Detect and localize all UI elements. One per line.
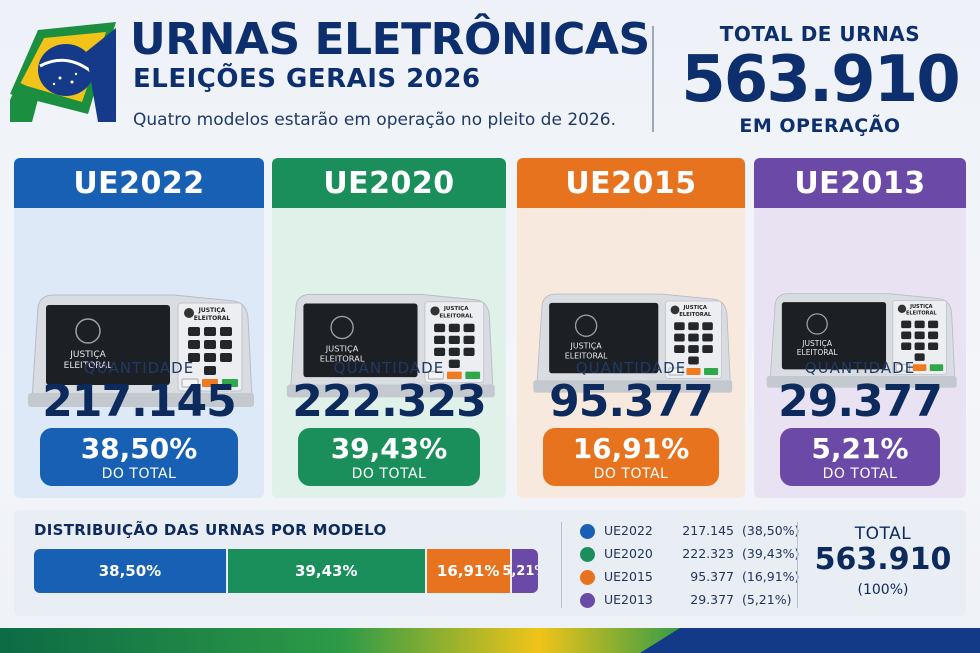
percentage-value: 16,91% bbox=[572, 432, 690, 465]
legend-divider-right bbox=[797, 522, 798, 608]
page-tagline: Quatro modelos estarão em operação no pl… bbox=[133, 110, 616, 130]
quantity-value: 95.377 bbox=[549, 376, 714, 427]
legend-dot bbox=[580, 593, 595, 608]
panel-text-justica: JUSTIÇA bbox=[909, 304, 933, 310]
header: URNAS ELETRÔNICAS ELEIÇÕES GERAIS 2026 Q… bbox=[0, 0, 980, 148]
screen-text-justica: JUSTIÇA bbox=[325, 343, 359, 353]
legend-dot bbox=[580, 570, 595, 585]
total-urnas-label: TOTAL DE URNAS bbox=[719, 22, 921, 46]
percentage-pill: 16,91% DO TOTAL bbox=[543, 428, 719, 486]
distribution-legend: UE2022 217.145 (38,50%) UE2020 222.323 (… bbox=[578, 520, 799, 612]
voting-machine-icon: JUSTIÇA ELEITORAL JUSTIÇA ELEITORAL bbox=[286, 293, 495, 398]
bar-segment: 39,43% bbox=[227, 549, 425, 593]
voting-machine-icon: JUSTIÇA ELEITORAL JUSTIÇA ELEITORAL bbox=[766, 293, 957, 388]
percentage-sub: DO TOTAL bbox=[593, 466, 669, 482]
legend-qty: 222.323 bbox=[682, 546, 734, 561]
quantity-label: QUANTIDADE bbox=[575, 359, 687, 377]
voting-machine-icon: JUSTIÇA ELEITORAL JUSTIÇA ELEITORAL bbox=[28, 294, 254, 407]
panel-text-eleitoral: ELEITORAL bbox=[679, 312, 712, 318]
legend-pct: (5,21%) bbox=[742, 592, 792, 607]
model-card-title: UE2022 bbox=[14, 158, 264, 208]
quantity-value: 217.145 bbox=[42, 376, 236, 427]
total-bottom-label: TOTAL bbox=[854, 524, 912, 544]
distribution-bar: 38,50%39,43%16,91%5,21% bbox=[34, 549, 538, 593]
screen-text-justica: JUSTIÇA bbox=[570, 342, 603, 351]
screen-text-eleitoral: ELEITORAL bbox=[64, 361, 113, 371]
legend-item: UE2020 222.323 (39,43%) bbox=[578, 543, 799, 566]
total-bottom-value: 563.910 bbox=[814, 542, 952, 577]
model-card-title: UE2015 bbox=[517, 158, 745, 208]
distribution-title: DISTRIBUIÇÃO DAS URNAS POR MODELO bbox=[34, 521, 387, 539]
legend-pct: (16,91%) bbox=[742, 569, 800, 584]
legend-name: UE2020 bbox=[604, 546, 653, 561]
legend-item: UE2015 95.377 (16,91%) bbox=[578, 566, 799, 589]
legend-dot bbox=[580, 547, 595, 562]
percentage-pill: 39,43% DO TOTAL bbox=[298, 428, 480, 486]
model-card-ue2020: UE2020 JUSTIÇA ELEITORAL JUSTIÇA ELEITOR… bbox=[272, 158, 506, 498]
percentage-value: 39,43% bbox=[330, 432, 448, 465]
total-urnas-sub: EM OPERAÇÃO bbox=[739, 115, 901, 137]
model-card-ue2022: UE2022 JUSTIÇA ELEITORAL JUSTIÇA ELEITOR… bbox=[14, 158, 264, 498]
panel-text-justica: JUSTIÇA bbox=[198, 307, 226, 314]
legend-divider bbox=[561, 522, 562, 608]
coat-of-arms-icon bbox=[330, 315, 354, 340]
total-urnas-value: 563.910 bbox=[681, 43, 961, 117]
model-card-ue2015: UE2015 JUSTIÇA ELEITORAL JUSTIÇA ELEITOR… bbox=[517, 158, 745, 498]
legend-name: UE2022 bbox=[604, 523, 653, 538]
coat-of-arms-icon bbox=[574, 314, 598, 337]
legend-dot bbox=[580, 524, 595, 539]
percentage-pill: 5,21% DO TOTAL bbox=[780, 428, 940, 486]
legend-name: UE2015 bbox=[604, 569, 653, 584]
voting-machine-icon: JUSTIÇA ELEITORAL JUSTIÇA ELEITORAL bbox=[533, 293, 733, 393]
panel-text-justica: JUSTIÇA bbox=[682, 305, 707, 311]
brazil-flag-logo-icon bbox=[10, 22, 116, 122]
model-card-title: UE2020 bbox=[272, 158, 506, 208]
coat-of-arms-icon bbox=[806, 313, 828, 335]
percentage-sub: DO TOTAL bbox=[822, 466, 898, 482]
panel-text-justica: JUSTIÇA bbox=[443, 306, 469, 312]
legend-item: UE2022 217.145 (38,50%) bbox=[578, 520, 799, 543]
bar-segment: 16,91% bbox=[426, 549, 510, 593]
model-card-ue2013: UE2013 JUSTIÇA ELEITORAL JUSTIÇA ELEITOR… bbox=[754, 158, 966, 498]
quantity-label: QUANTIDADE bbox=[83, 359, 195, 377]
model-card-title: UE2013 bbox=[754, 158, 966, 208]
flag-stripe bbox=[0, 628, 980, 653]
quantity-label: QUANTIDADE bbox=[804, 359, 916, 377]
bar-segment: 5,21% bbox=[502, 549, 538, 593]
percentage-value: 5,21% bbox=[811, 432, 909, 465]
percentage-sub: DO TOTAL bbox=[101, 466, 177, 482]
quantity-value: 222.323 bbox=[292, 376, 486, 427]
total-bottom-pct: (100%) bbox=[857, 582, 909, 598]
coat-of-arms-icon bbox=[75, 318, 101, 344]
legend-name: UE2013 bbox=[604, 592, 653, 607]
quantity-label: QUANTIDADE bbox=[333, 359, 445, 377]
percentage-value: 38,50% bbox=[80, 432, 198, 465]
percentage-pill: 38,50% DO TOTAL bbox=[40, 428, 238, 486]
screen-text-eleitoral: ELEITORAL bbox=[797, 348, 839, 357]
header-divider bbox=[652, 26, 654, 132]
screen-text-eleitoral: ELEITORAL bbox=[320, 354, 365, 364]
bar-segment: 38,50% bbox=[34, 549, 226, 593]
screen-text-justica: JUSTIÇA bbox=[69, 350, 106, 360]
panel-text-eleitoral: ELEITORAL bbox=[194, 315, 231, 322]
screen-text-eleitoral: ELEITORAL bbox=[565, 351, 608, 360]
legend-qty: 217.145 bbox=[682, 523, 734, 538]
legend-qty: 29.377 bbox=[690, 592, 734, 607]
quantity-value: 29.377 bbox=[778, 376, 943, 427]
panel-text-eleitoral: ELEITORAL bbox=[906, 311, 937, 317]
percentage-sub: DO TOTAL bbox=[351, 466, 427, 482]
page-subtitle: ELEIÇÕES GERAIS 2026 bbox=[133, 64, 481, 94]
legend-qty: 95.377 bbox=[690, 569, 734, 584]
page-title: URNAS ELETRÔNICAS bbox=[130, 14, 650, 65]
legend-pct: (39,43%) bbox=[742, 546, 800, 561]
legend-pct: (38,50%) bbox=[742, 523, 800, 538]
legend-item: UE2013 29.377 (5,21%) bbox=[578, 589, 792, 612]
panel-text-eleitoral: ELEITORAL bbox=[439, 313, 473, 319]
screen-text-justica: JUSTIÇA bbox=[801, 339, 833, 348]
